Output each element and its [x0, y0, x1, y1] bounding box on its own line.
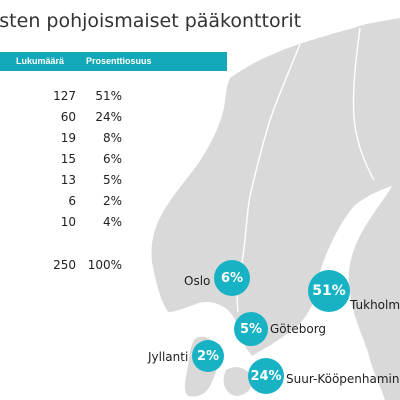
city-label-tukholm: Tukholm: [350, 298, 400, 312]
table-cell-percent: 6%: [102, 152, 122, 166]
table-cell-count: 60: [60, 110, 76, 124]
table-cell-count: 13: [60, 173, 76, 187]
city-label-jyllanti: Jyllanti: [148, 350, 189, 364]
city-label-oslo: Oslo: [184, 274, 211, 288]
bubble-goteborg: 5%: [234, 312, 268, 346]
table-cell-count: 6: [68, 194, 76, 208]
table-cell-count: 127: [53, 89, 76, 103]
table-cell-percent: 24%: [95, 110, 122, 124]
table-total-percent: 100%: [87, 258, 122, 272]
table-cell-percent: 4%: [102, 215, 122, 229]
table-cell-percent: 5%: [102, 173, 122, 187]
chart-title: isten pohjoismaiset pääkonttorit: [0, 10, 302, 32]
bubble-jyllanti: 2%: [192, 340, 224, 372]
table-cell-percent: 8%: [102, 131, 122, 145]
table-cell-count: 10: [60, 215, 76, 229]
city-label-goteborg: Göteborg: [270, 322, 327, 336]
sweden-finland-border: [352, 27, 375, 181]
table-cell-count: 19: [60, 131, 76, 145]
bubble-kooppenhamina: 24%: [248, 358, 284, 394]
header-percent: Prosenttiosuus: [86, 56, 152, 66]
table-cell-percent: 2%: [102, 194, 122, 208]
city-label-kooppenhamina: Suur-Kööpenhamina: [286, 372, 400, 386]
table-header-bar: [0, 52, 227, 71]
zealand-landmass: [223, 367, 253, 396]
bubble-oslo: 6%: [214, 260, 250, 296]
table-cell-count: 15: [60, 152, 76, 166]
bubble-tukholm: 51%: [308, 270, 350, 312]
header-count: Lukumäärä: [16, 56, 65, 66]
table-total-count: 250: [53, 258, 76, 272]
table-cell-percent: 51%: [95, 89, 122, 103]
scandinavia-landmass: [151, 18, 400, 400]
